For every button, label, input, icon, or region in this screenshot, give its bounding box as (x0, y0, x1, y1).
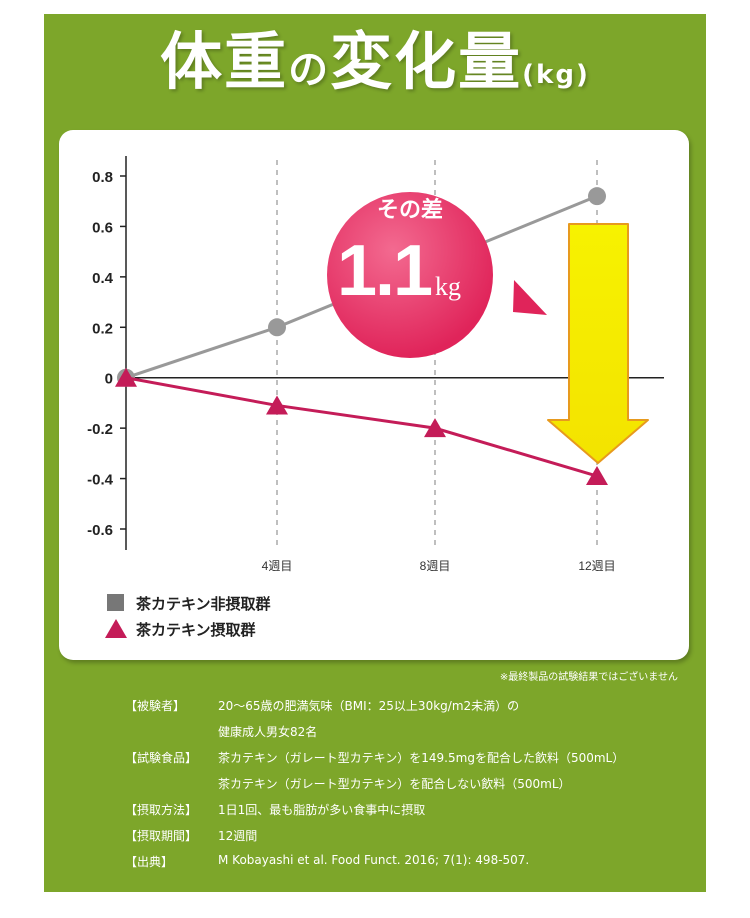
data-point (588, 187, 606, 206)
y-tick-label: 0 (105, 371, 113, 388)
info-value: 1日1回、最も脂肪が多い食事中に摂取 (218, 803, 426, 817)
legend-label: 茶カテキン摂取群 (136, 621, 256, 639)
down-arrow (547, 223, 649, 464)
info-value: 茶カテキン（ガレート型カテキン）を配合しない飲料（500mL） (218, 777, 571, 791)
x-tick-label: 8週目 (420, 559, 451, 573)
info-label: 【出典】 (125, 855, 174, 869)
info-value: 20～65歳の肥満気味（BMI：25以上30kg/m2未満）の (218, 699, 520, 713)
data-point (268, 318, 286, 337)
data-point (586, 466, 608, 486)
info-label: 【試験食品】 (125, 751, 198, 765)
callout-label: その差 (377, 197, 443, 222)
x-tick-label: 12週目 (578, 559, 615, 573)
y-tick-label: -0.4 (87, 472, 114, 489)
info-label: 【摂取期間】 (125, 829, 198, 843)
info-value: 健康成人男女82名 (218, 725, 318, 739)
difference-callout: その差 1.1 kg (327, 192, 547, 358)
callout-number: 1.1 (337, 231, 432, 311)
data-point (424, 418, 446, 438)
weight-change-chart: 0.8 0.6 0.4 0.2 0 -0.2 -0.4 -0.6 4週目 8週目 12週目 その差 … (87, 156, 664, 639)
title-main-1: 体重 (160, 25, 289, 98)
info-value: 12週間 (218, 829, 258, 843)
y-tick-label: -0.2 (87, 421, 113, 438)
info-label: 【摂取方法】 (125, 803, 198, 817)
title-main-2: 変化量 (330, 25, 523, 98)
legend-swatch (105, 619, 127, 638)
callout-unit: kg (435, 272, 461, 301)
legend-label: 茶カテキン非摂取群 (136, 595, 271, 613)
info-label: 【被験者】 (125, 699, 186, 713)
title-unit: (kg) (522, 60, 590, 90)
chart-card: 0.8 0.6 0.4 0.2 0 -0.2 -0.4 -0.6 4週目 8週目 12週目 その差 … (59, 130, 689, 660)
callout-pointer (513, 280, 547, 315)
y-tick-label: 0.2 (92, 320, 113, 337)
callout-bubble (327, 192, 493, 358)
data-point (266, 395, 288, 415)
y-tick-label: -0.6 (87, 522, 113, 539)
series-line (125, 376, 598, 478)
info-value: 茶カテキン（ガレート型カテキン）を149.5mgを配合した飲料（500mL） (218, 751, 625, 765)
info-value: M Kobayashi et al. Food Funct. 2016; 7(1… (218, 853, 530, 867)
x-tick-label: 4週目 (262, 559, 293, 573)
title-particle: の (288, 47, 331, 93)
data-point (115, 367, 137, 387)
y-tick-label: 0.8 (92, 169, 113, 186)
page-title: 体重の変化量(kg) (0, 25, 750, 98)
legend-swatch (107, 594, 124, 611)
y-tick-label: 0.6 (92, 219, 113, 236)
callout-value: 1.1 kg (337, 231, 461, 311)
footnote: ※最終製品の試験結果ではございません (499, 672, 678, 683)
y-tick-label: 0.4 (92, 270, 114, 287)
